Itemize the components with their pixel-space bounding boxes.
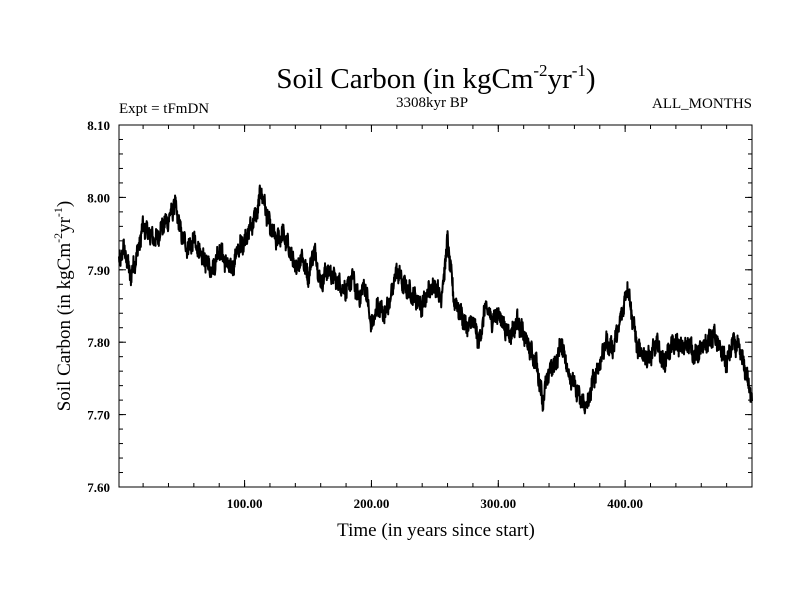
series-line-0	[119, 185, 752, 413]
x-tick-label: 200.00	[354, 496, 390, 511]
plot-frame	[119, 125, 752, 487]
soil-carbon-chart: Soil Carbon (in kgCm-2yr-1) Expt = tFmDN…	[0, 0, 800, 600]
x-axis: 100.00 200.00 300.00 400.00	[143, 125, 727, 511]
series-group	[119, 185, 752, 413]
y-tick-label: 8.10	[87, 118, 110, 133]
x-tick-label: 300.00	[480, 496, 516, 511]
months-label: ALL_MONTHS	[652, 96, 752, 112]
y-tick-label: 8.00	[87, 190, 110, 205]
y-axis-label: Soil Carbon (in kgCm-2yr-1)	[51, 201, 75, 412]
y-tick-label: 7.80	[87, 335, 110, 350]
chart-title: Soil Carbon (in kgCm-2yr-1)	[276, 61, 595, 95]
y-tick-label: 7.90	[87, 263, 110, 278]
x-tick-label: 400.00	[607, 496, 643, 511]
x-axis-label: Time (in years since start)	[337, 520, 535, 541]
y-tick-label: 7.70	[87, 408, 110, 423]
x-tick-label: 100.00	[227, 496, 263, 511]
experiment-label: Expt = tFmDN	[119, 101, 209, 117]
period-label: 3308kyr BP	[396, 95, 468, 111]
y-tick-label: 7.60	[87, 480, 110, 495]
